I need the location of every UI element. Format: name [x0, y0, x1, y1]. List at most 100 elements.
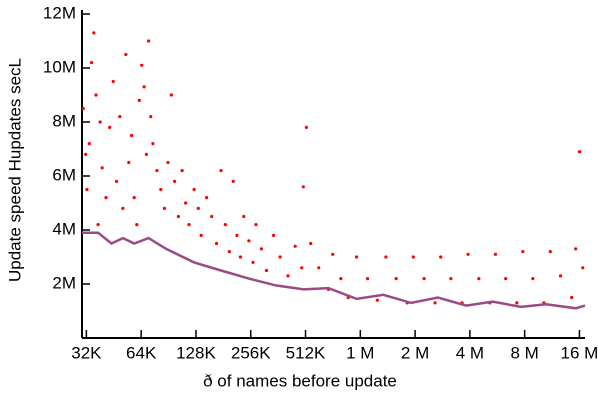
data-point	[264, 268, 269, 273]
data-point	[147, 39, 151, 43]
data-point	[144, 152, 148, 156]
y-tick-label: 8M	[52, 111, 76, 130]
data-point	[118, 115, 122, 119]
x-tick-label: 32K	[71, 343, 102, 362]
data-point	[251, 260, 255, 264]
data-point	[169, 93, 173, 97]
data-point	[366, 277, 370, 281]
data-point	[235, 233, 239, 237]
data-point	[81, 106, 85, 111]
data-point	[100, 166, 104, 170]
data-point	[219, 169, 223, 173]
data-point	[89, 61, 94, 65]
data-point	[466, 252, 470, 256]
y-tick-label: 4M	[52, 219, 76, 238]
y-tick-label: 10M	[43, 57, 76, 76]
data-point	[247, 239, 251, 243]
data-point	[94, 93, 98, 97]
data-point	[196, 206, 200, 210]
data-point	[162, 206, 167, 210]
x-tick-label: 4 M	[456, 343, 484, 362]
data-point	[114, 179, 119, 183]
data-point	[271, 233, 276, 237]
data-point	[104, 196, 108, 200]
data-point	[439, 255, 443, 259]
data-point	[301, 185, 305, 189]
data-point	[581, 266, 585, 270]
x-tick-label: 64K	[126, 343, 157, 362]
x-tick-label: 512K	[286, 343, 326, 362]
data-point	[121, 206, 125, 210]
x-tick-label: 8 M	[510, 343, 538, 362]
data-point	[96, 223, 100, 227]
x-tick-label: 2 M	[401, 343, 429, 362]
data-point	[127, 160, 131, 165]
data-point	[199, 233, 203, 237]
data-point	[84, 152, 88, 156]
data-point	[300, 266, 304, 270]
data-point	[176, 214, 181, 219]
data-point	[108, 125, 112, 129]
data-point	[384, 255, 388, 259]
data-point	[187, 223, 191, 227]
data-point	[140, 63, 144, 67]
data-point	[375, 298, 379, 302]
y-axis-label: Update speed Hupdates secL	[5, 58, 24, 282]
data-point	[558, 274, 563, 278]
data-point	[574, 247, 578, 251]
data-point	[92, 31, 96, 35]
data-point	[570, 295, 574, 300]
data-point	[223, 223, 227, 227]
y-tick-label: 2M	[52, 273, 76, 292]
data-point	[477, 277, 481, 281]
data-point	[449, 277, 453, 281]
y-tick-label: 12M	[43, 3, 76, 22]
data-point	[304, 125, 308, 129]
data-point	[242, 214, 246, 219]
data-point	[286, 274, 290, 278]
data-point	[504, 277, 508, 281]
x-tick-label: 256K	[231, 343, 271, 362]
data-point	[515, 301, 519, 305]
data-point	[166, 160, 170, 165]
data-point	[142, 85, 146, 89]
data-point	[433, 301, 437, 305]
data-point	[192, 187, 196, 192]
line	[82, 231, 586, 310]
data-point	[422, 277, 426, 281]
data-point	[124, 52, 128, 57]
data-point	[493, 252, 498, 256]
data-point	[339, 277, 343, 281]
x-tick-label: 1 M	[346, 343, 374, 362]
data-point	[151, 142, 155, 146]
data-point	[227, 250, 231, 254]
data-point	[87, 142, 91, 146]
data-point	[184, 201, 188, 205]
x-axis-label: ð of names before update	[203, 371, 397, 390]
data-point	[205, 196, 209, 200]
data-point	[309, 241, 313, 246]
data-point	[394, 277, 398, 281]
data-point	[159, 187, 163, 192]
data-point	[210, 214, 214, 219]
data-point	[98, 120, 102, 124]
data-point	[331, 252, 335, 256]
x-tick-label: 128K	[176, 343, 216, 362]
data-point	[149, 115, 153, 119]
data-point	[137, 98, 141, 102]
data-point	[111, 79, 115, 84]
data-point	[172, 179, 177, 183]
data-point	[354, 255, 359, 259]
data-point	[85, 187, 89, 192]
data-point	[129, 133, 134, 138]
data-point	[254, 223, 258, 227]
data-point	[214, 241, 219, 246]
data-point	[548, 250, 552, 254]
data-point	[521, 250, 525, 254]
data-point	[231, 179, 235, 183]
data-point	[577, 150, 582, 154]
data-point	[278, 255, 282, 259]
data-point	[135, 223, 139, 227]
data-point	[293, 244, 297, 248]
